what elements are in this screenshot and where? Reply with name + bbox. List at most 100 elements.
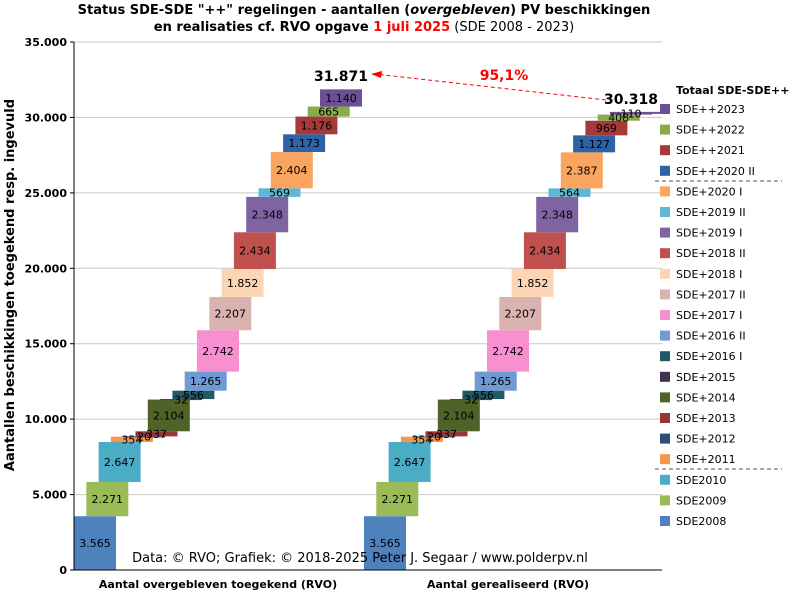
legend-swatch	[660, 207, 670, 217]
bar-value-label: 2.271	[382, 493, 414, 506]
bar-value-label: 354	[411, 433, 432, 446]
bar-value-label: 408	[608, 112, 629, 125]
y-tick-label: 30.000	[25, 111, 68, 124]
bar-segment-sde-2018-ii	[523, 232, 566, 270]
legend-swatch	[660, 516, 670, 526]
bar-value-label: 3.565	[369, 537, 401, 550]
bar-segment-sde-2019-ii	[258, 188, 301, 197]
bar-segment-sde-2013	[135, 431, 178, 437]
legend-title: Totaal SDE-SDE++	[676, 84, 789, 97]
total-label-gerealiseerd: 30.318	[604, 92, 658, 108]
bar-segment-sde-2023	[320, 89, 362, 107]
bar-value-label: 2.207	[215, 308, 247, 321]
chart-title-line1: Status SDE-SDE "++" regelingen - aantall…	[78, 3, 651, 18]
legend-swatch	[660, 454, 670, 465]
ratio-arrow-head	[371, 71, 382, 78]
bar-value-label: 2.104	[443, 409, 475, 422]
legend-entry: SDE+2020 I	[676, 185, 742, 198]
y-tick-label: 5.000	[32, 489, 67, 502]
bar-value-label: 569	[269, 187, 290, 200]
legend-swatch	[660, 413, 670, 423]
bar-value-label: 110	[621, 108, 642, 121]
bar-value-label: 2.207	[505, 308, 537, 321]
y-tick-label: 35.000	[25, 36, 68, 49]
bar-value-label: 1.140	[325, 92, 357, 105]
bar-segment-sde-2016-i	[172, 390, 215, 400]
bar-value-label: 354	[121, 433, 142, 446]
bar-value-label: 969	[596, 122, 617, 135]
chart-title-line2: en realisaties cf. RVO opgave 1 juli 202…	[154, 20, 574, 35]
category-label-gerealiseerd: Aantal gerealiseerd (RVO)	[427, 578, 589, 591]
bar-segment-sde-2014	[437, 399, 480, 432]
bar-segment-sde-2017-i	[197, 330, 239, 372]
bar-value-label: 1.852	[517, 277, 549, 290]
bar-segment-sde-2019-i	[536, 196, 579, 233]
total-label-toegekend: 31.871	[314, 69, 368, 85]
legend-swatch	[660, 227, 670, 238]
bar-value-label: 337	[436, 428, 457, 441]
bar-segment-sde2010	[388, 442, 431, 482]
legend-entry: SDE+2015	[676, 371, 736, 384]
bar-segment-sde-2020-ii	[283, 134, 326, 153]
bar-value-label: 1.265	[190, 375, 222, 388]
y-tick-label: 15.000	[25, 338, 68, 351]
bar-segment-sde-2019-ii	[548, 188, 591, 197]
bar-segment-sde2008	[74, 516, 116, 570]
bar-segment-sde-2011	[400, 436, 443, 443]
bar-value-label: 2.348	[251, 209, 283, 222]
bar-segment-sde-2016-ii	[184, 371, 227, 391]
bar-segment-sde-2017-ii	[499, 296, 542, 331]
legend-swatch	[660, 248, 670, 259]
legend-swatch	[660, 330, 670, 341]
bar-value-labels: 3.5652.2712.647354203372.104325561.2652.…	[79, 92, 641, 550]
y-tick-label: 25.000	[25, 187, 68, 200]
y-tick-label: 0	[59, 564, 67, 577]
legend-entry: SDE2008	[676, 515, 726, 528]
legend-entry: SDE2009	[676, 494, 726, 507]
legend-swatch	[660, 495, 670, 506]
ratio-arrow-line	[374, 73, 607, 101]
bar-segment-sde-2015	[450, 399, 493, 401]
legend-entry: SDE+2016 I	[676, 350, 742, 363]
y-gridlines	[70, 41, 662, 571]
bar-value-label: 1.265	[480, 375, 512, 388]
bar-value-label: 2.348	[541, 209, 573, 222]
bar-value-label: 2.434	[529, 245, 561, 258]
legend-entry: SDE++2021	[676, 144, 745, 157]
bar-segment-sde2010	[98, 442, 141, 482]
bar-value-label: 3.565	[79, 537, 111, 550]
legend-swatch	[660, 433, 670, 444]
bar-segment-sde-2012	[413, 436, 456, 438]
legend-swatch	[660, 289, 670, 300]
bar-segment-sde-2018-i	[511, 269, 554, 297]
bar-value-label: 1.852	[227, 277, 259, 290]
bar-segment-sde-2017-ii	[209, 296, 252, 331]
bar-value-label: 2.387	[566, 164, 598, 177]
bar-segment-sde-2013	[425, 431, 468, 437]
legend-swatch	[660, 124, 670, 135]
bar-value-label: 32	[464, 393, 478, 406]
legend-entry: SDE+2018 I	[676, 268, 742, 281]
bar-segment-sde-2014	[147, 399, 190, 432]
bar-segment-sde-2012	[123, 436, 166, 438]
legend-swatch	[660, 104, 670, 114]
bar-value-label: 564	[559, 187, 580, 200]
y-tick-label: 10.000	[25, 413, 68, 426]
y-tick-labels: 0 5.000 10.000 15.000 20.000 25.000 30.000 35.0…	[25, 36, 68, 577]
bar-value-label: 20	[137, 431, 151, 444]
bar-value-label: 2.434	[239, 245, 271, 258]
legend-entry: SDE+2017 I	[676, 309, 742, 322]
y-axis-label: Aantallen beschikkingen toegekend resp. …	[3, 99, 18, 471]
legend-entry: SDE+2012	[676, 433, 736, 446]
bar-value-label: 556	[183, 389, 204, 402]
ratio-annotation: 95,1%	[480, 68, 529, 84]
bar-segment-sde-2018-i	[221, 269, 264, 297]
bar-segment-sde2009	[86, 481, 129, 517]
bar-value-label: 2.742	[202, 345, 234, 358]
bar-segment-sde-2018-ii	[233, 232, 276, 270]
bar-segment-sde-2021	[295, 116, 338, 135]
legend-entry: SDE+2018 II	[676, 247, 746, 260]
legend-swatch	[660, 145, 670, 156]
bar-segment-sde-2016-i	[462, 390, 505, 400]
